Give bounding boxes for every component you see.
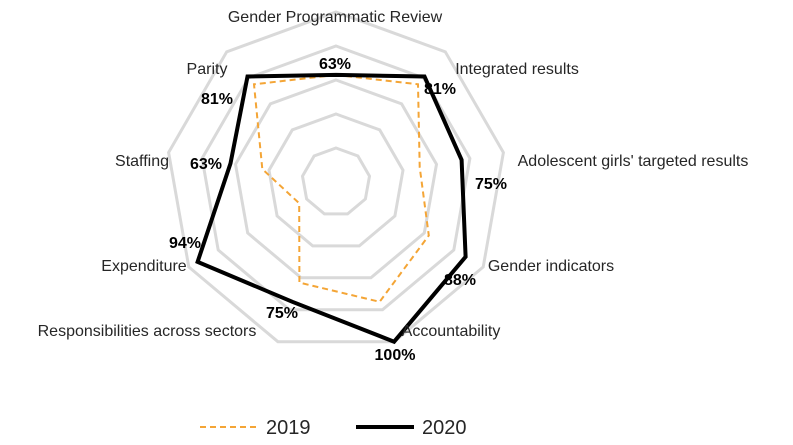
- radar-labels: Gender Programmatic Review Integrated res…: [38, 9, 749, 364]
- value-label-7: 94%: [169, 235, 201, 252]
- category-label-6: Responsibilities across sectors: [38, 323, 257, 340]
- legend-label-2019: 2019: [266, 417, 311, 439]
- category-label-7: Expenditure: [101, 258, 186, 275]
- value-label-6: 75%: [266, 305, 298, 322]
- grid-ring-5: [167, 10, 505, 344]
- series-line-2020: [195, 72, 468, 345]
- value-label-4: 88%: [444, 272, 476, 289]
- value-label-3: 75%: [475, 176, 507, 193]
- value-label-9: 81%: [201, 91, 233, 108]
- category-label-5: Accountability: [402, 323, 501, 340]
- grid-ring-2: [267, 112, 405, 248]
- value-label-5: 100%: [375, 347, 416, 364]
- value-label-2: 81%: [424, 81, 456, 98]
- category-label-3: Adolescent girls' targeted results: [518, 153, 749, 170]
- category-label-4: Gender indicators: [488, 258, 614, 275]
- grid-ring-1: [300, 146, 372, 216]
- legend-label-2020: 2020: [422, 417, 467, 439]
- legend: 2019 2020: [200, 417, 467, 439]
- grid-ring-3: [233, 78, 439, 280]
- category-label-9: Parity: [187, 61, 228, 78]
- grid-ring-4: [200, 44, 472, 312]
- category-label-8: Staffing: [115, 153, 169, 170]
- value-label-8: 63%: [190, 156, 222, 173]
- series-line-2019: [252, 73, 430, 303]
- category-label-1: Gender Programmatic Review: [228, 9, 443, 26]
- radar-series: [195, 72, 468, 345]
- value-label-1: 63%: [319, 56, 351, 73]
- category-label-2: Integrated results: [455, 61, 579, 78]
